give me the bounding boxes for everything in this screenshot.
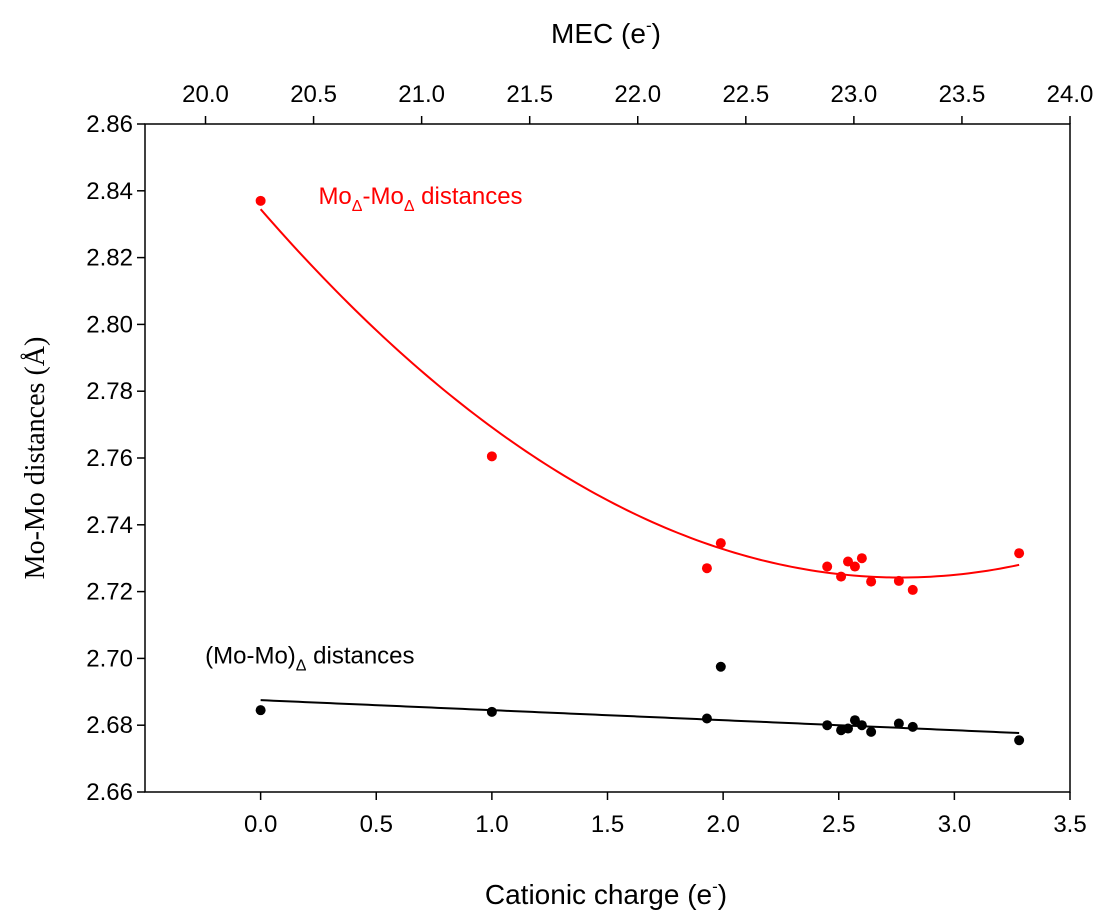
x2-tick-label: 21.5 <box>506 81 553 108</box>
data-point-series-1 <box>822 720 833 731</box>
x-tick-label: 0.0 <box>244 811 277 838</box>
x2-tick-label: 24.0 <box>1047 81 1094 108</box>
x-tick-label: 1.5 <box>591 811 624 838</box>
fit-curve-series-1 <box>260 699 1020 735</box>
x2-ticks-group: 20.0 20.5 21.0 21.5 22.0 22.5 23.0 23.5 24.0 <box>182 81 1093 124</box>
series-annotation-0: MoΔ-MoΔ distances <box>318 183 522 215</box>
y-tick-label: 2.68 <box>86 712 133 739</box>
x2-tick-label: 21.0 <box>398 81 445 108</box>
x-tick-label: 1.0 <box>475 811 508 838</box>
data-point-series-1 <box>843 723 853 734</box>
data-point-series-0 <box>822 561 833 572</box>
data-point-series-0 <box>255 195 266 206</box>
x2-tick-label: 22.5 <box>722 81 769 108</box>
data-point-series-1 <box>856 720 867 731</box>
y-tick-label: 2.70 <box>86 645 133 672</box>
plot-frame <box>144 123 1071 793</box>
annotations-group: MoΔ-MoΔ distances (Mo-Mo)Δ distances <box>205 183 522 674</box>
x-axis-title: Cationic charge (e-) <box>485 877 727 910</box>
y-tick-label: 2.74 <box>86 512 133 539</box>
y-tick-label: 2.72 <box>86 579 133 606</box>
x2-tick-label: 20.5 <box>290 81 337 108</box>
data-point-series-1 <box>486 706 497 717</box>
data-point-series-0 <box>856 553 867 564</box>
x2-axis-title: MEC (e-) <box>551 16 661 49</box>
data-point-series-1 <box>866 726 877 737</box>
y-tick-label: 2.76 <box>86 445 133 472</box>
y-tick-label: 2.86 <box>86 111 133 138</box>
data-point-series-0 <box>866 576 877 587</box>
y-axis-title: Mo-Mo distances (Å) <box>20 337 51 580</box>
y-tick-label: 2.78 <box>86 378 133 405</box>
fit-curves-group <box>259 208 1020 735</box>
y-tick-label: 2.66 <box>86 779 133 806</box>
data-point-series-0 <box>1014 548 1025 559</box>
series-annotation-1: (Mo-Mo)Δ distances <box>205 642 414 674</box>
data-point-series-1 <box>715 661 726 672</box>
data-point-series-0 <box>701 563 712 574</box>
x-tick-label: 2.0 <box>706 811 739 838</box>
data-point-series-0 <box>715 538 726 549</box>
data-point-series-1 <box>907 721 918 732</box>
y-tick-label: 2.82 <box>86 245 133 272</box>
data-point-series-0 <box>907 584 918 595</box>
x2-tick-label: 20.0 <box>182 81 229 108</box>
data-point-series-0 <box>893 575 904 586</box>
x-tick-label: 2.5 <box>822 811 855 838</box>
x2-tick-label: 23.0 <box>831 81 878 108</box>
data-point-series-1 <box>1014 735 1025 746</box>
x-tick-label: 0.5 <box>360 811 393 838</box>
data-point-series-0 <box>836 571 847 582</box>
axes-group <box>144 123 1071 793</box>
data-point-series-1 <box>255 705 266 716</box>
data-point-series-0 <box>849 561 860 572</box>
data-point-series-1 <box>893 718 904 729</box>
data-point-series-1 <box>701 713 712 724</box>
y-tick-label: 2.84 <box>86 178 133 205</box>
data-point-series-0 <box>843 556 853 567</box>
x2-tick-label: 23.5 <box>939 81 986 108</box>
data-point-series-1 <box>849 715 860 726</box>
y-tick-label: 2.80 <box>86 311 133 338</box>
x-tick-label: 3.5 <box>1053 811 1086 838</box>
fit-curve-series-0 <box>259 208 1020 579</box>
x-ticks-group: 0.0 0.5 1.0 1.5 2.0 2.5 3.0 3.5 <box>244 792 1087 838</box>
x-tick-label: 3.0 <box>938 811 971 838</box>
y-ticks-group: 2.66 2.68 2.70 2.72 2.74 2.76 2.78 2.80 2.82 2.84… <box>86 111 145 806</box>
data-points-group <box>255 195 1025 746</box>
x2-tick-label: 22.0 <box>614 81 661 108</box>
data-point-series-0 <box>486 451 497 462</box>
